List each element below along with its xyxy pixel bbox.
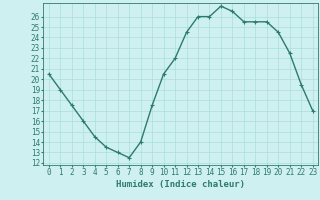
X-axis label: Humidex (Indice chaleur): Humidex (Indice chaleur) xyxy=(116,180,245,189)
